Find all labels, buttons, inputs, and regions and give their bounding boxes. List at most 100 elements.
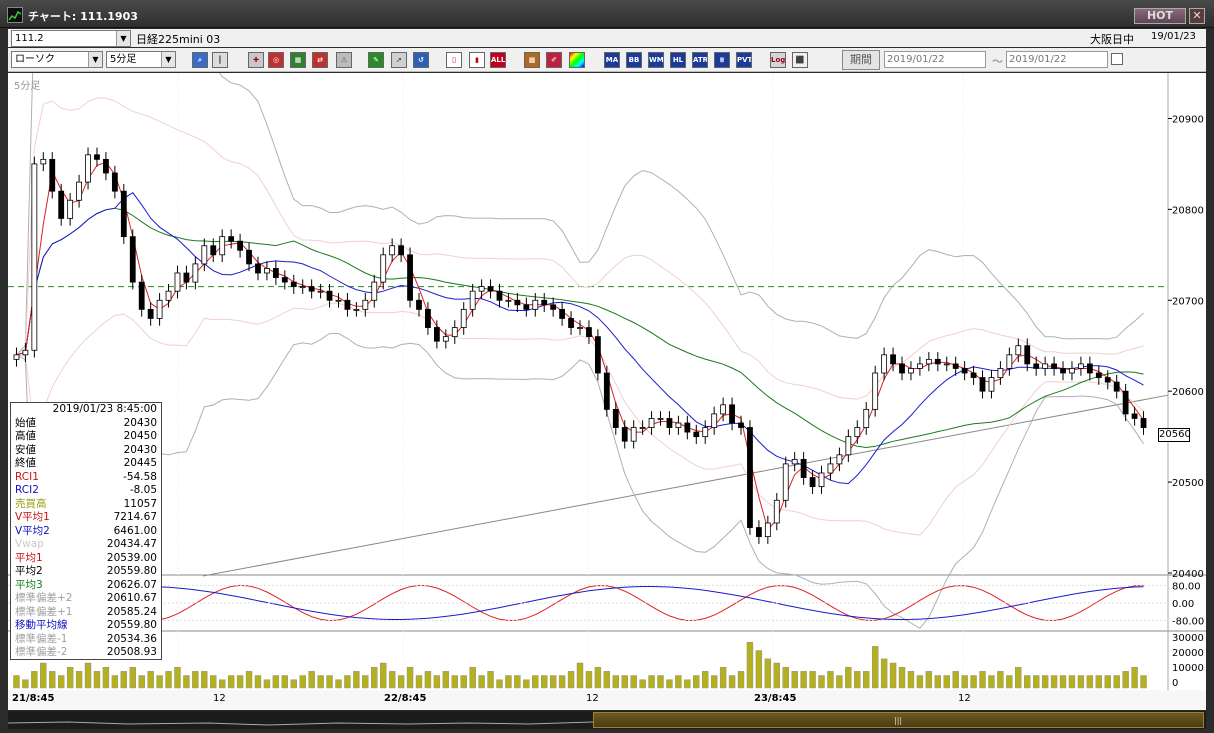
candle-body bbox=[13, 354, 20, 360]
instrument-name: 日経225mini 03 bbox=[136, 33, 221, 46]
info-row: 平均2 20559.80 bbox=[11, 565, 161, 579]
info-value: 20559.80 bbox=[106, 565, 157, 577]
chart-area[interactable]: 20900 20800 20700 20600 20500 20400 80.00 0.00 -… bbox=[8, 73, 1206, 710]
candle-body bbox=[782, 463, 789, 501]
volume-bar bbox=[863, 671, 870, 689]
info-value: 20534.36 bbox=[106, 632, 157, 645]
zoom-icon[interactable]: ⌕ bbox=[192, 52, 208, 68]
time-label: 23/8:45 bbox=[754, 693, 797, 704]
candle-icon[interactable]: ▯ bbox=[446, 52, 462, 68]
pen-icon[interactable]: ✎ bbox=[368, 52, 384, 68]
arrow-icon[interactable]: ➚ bbox=[391, 52, 407, 68]
instrument-code-select[interactable]: 111.2 ▼ bbox=[11, 30, 131, 47]
info-value: 20434.47 bbox=[106, 538, 157, 550]
candle-body bbox=[1060, 368, 1066, 374]
info-label: 標準偏差+2 bbox=[15, 592, 73, 604]
oscillator-tick-label: -80.00 bbox=[1172, 617, 1204, 628]
export-icon[interactable]: ⬛ bbox=[792, 52, 808, 68]
chevron-down-icon[interactable]: ▼ bbox=[116, 31, 130, 46]
bar-icon[interactable]: ▮ bbox=[469, 52, 485, 68]
info-value: -54.58 bbox=[123, 470, 157, 483]
volume-bar bbox=[764, 658, 772, 689]
candle-body bbox=[630, 427, 637, 442]
volume-bar bbox=[1015, 666, 1022, 689]
hl-icon[interactable]: HL bbox=[670, 52, 686, 68]
volume-bar bbox=[541, 675, 548, 689]
volume-bar bbox=[1140, 675, 1147, 689]
info-value: 7214.67 bbox=[113, 511, 157, 523]
candle-body bbox=[1051, 363, 1057, 369]
volume-bar bbox=[201, 671, 208, 689]
volume-bar bbox=[469, 666, 476, 689]
volume-bar bbox=[1122, 671, 1129, 689]
pvt-icon[interactable]: PVT bbox=[736, 52, 752, 68]
interval-select[interactable]: 5分足 ▼ bbox=[106, 51, 176, 68]
scrollbar-thumb[interactable]: ||| bbox=[593, 712, 1204, 728]
grid-icon[interactable]: ▩ bbox=[524, 52, 540, 68]
date-to-field[interactable]: 2019/01/22 bbox=[1006, 51, 1108, 68]
log-icon[interactable]: Log bbox=[770, 52, 786, 68]
candle-body bbox=[192, 263, 199, 283]
volume-bar bbox=[147, 671, 154, 689]
measure-icon[interactable]: ▦ bbox=[290, 52, 306, 68]
chevron-down-icon[interactable]: ▼ bbox=[88, 52, 102, 67]
candle-body bbox=[94, 154, 100, 160]
volume-bar bbox=[281, 675, 289, 689]
warning-icon[interactable]: ⚠ bbox=[336, 52, 352, 68]
info-label: RCI1 bbox=[15, 470, 39, 483]
candle-body bbox=[362, 299, 369, 310]
volume-bar bbox=[809, 671, 816, 689]
info-label: RCI2 bbox=[15, 484, 39, 496]
info-value: 6461.00 bbox=[113, 524, 157, 537]
volume-bar bbox=[129, 666, 136, 689]
ma-icon[interactable]: MA bbox=[604, 52, 620, 68]
palette-icon[interactable] bbox=[569, 52, 585, 68]
candle-body bbox=[988, 377, 995, 392]
bollinger-line bbox=[16, 73, 1144, 356]
all-icon[interactable]: ALL bbox=[490, 52, 506, 68]
session-date: 19/01/23 bbox=[1151, 31, 1196, 42]
volume-bar bbox=[925, 671, 933, 689]
candle-body bbox=[720, 404, 727, 415]
select-icon[interactable]: ◎ bbox=[268, 52, 284, 68]
candle-body bbox=[657, 418, 664, 420]
period-button[interactable]: 期間 bbox=[842, 50, 880, 70]
cross-icon[interactable]: ✚ bbox=[248, 52, 264, 68]
volume-bar bbox=[523, 679, 530, 689]
wma-icon[interactable]: WMA bbox=[648, 52, 664, 68]
close-button[interactable]: ✕ bbox=[1189, 8, 1205, 24]
volume-bar bbox=[1077, 675, 1085, 689]
horizontal-scrollbar[interactable]: ||| bbox=[8, 711, 1206, 729]
candle-body bbox=[407, 254, 413, 301]
candle-body bbox=[899, 363, 905, 374]
cursor-icon[interactable]: ┃ bbox=[212, 52, 228, 68]
volume-bar bbox=[854, 671, 861, 689]
scroll-overview bbox=[8, 721, 593, 726]
candle-body bbox=[872, 372, 879, 410]
date-range-checkbox[interactable] bbox=[1111, 53, 1123, 65]
volume-bar bbox=[344, 675, 351, 689]
volume-bar bbox=[710, 675, 718, 689]
atr-icon[interactable]: ATR bbox=[692, 52, 708, 68]
instrument-code-value: 111.2 bbox=[15, 33, 44, 44]
envelope-icon[interactable]: ⩸ bbox=[714, 52, 730, 68]
candle-body bbox=[764, 522, 771, 538]
chevron-down-icon[interactable]: ▼ bbox=[161, 52, 175, 67]
curve-icon[interactable]: ↺ bbox=[413, 52, 429, 68]
bb-icon[interactable]: BB bbox=[626, 52, 642, 68]
volume-bar bbox=[13, 675, 20, 689]
candle-body bbox=[523, 304, 530, 310]
volume-bar bbox=[818, 675, 825, 689]
candle-body bbox=[31, 163, 38, 351]
info-row: 移動平均線 20559.80 bbox=[11, 619, 161, 633]
chart-type-select[interactable]: ローソク ▼ bbox=[11, 51, 103, 68]
date-from-field[interactable]: 2019/01/22 bbox=[884, 51, 986, 68]
hot-button[interactable]: HOT bbox=[1134, 8, 1186, 24]
volume-bar bbox=[773, 662, 780, 689]
candle-body bbox=[487, 286, 494, 292]
brush-icon[interactable]: ✐ bbox=[546, 52, 562, 68]
candle-body bbox=[478, 286, 485, 292]
split-icon[interactable]: ⇄ bbox=[312, 52, 328, 68]
candle-body bbox=[389, 245, 396, 256]
